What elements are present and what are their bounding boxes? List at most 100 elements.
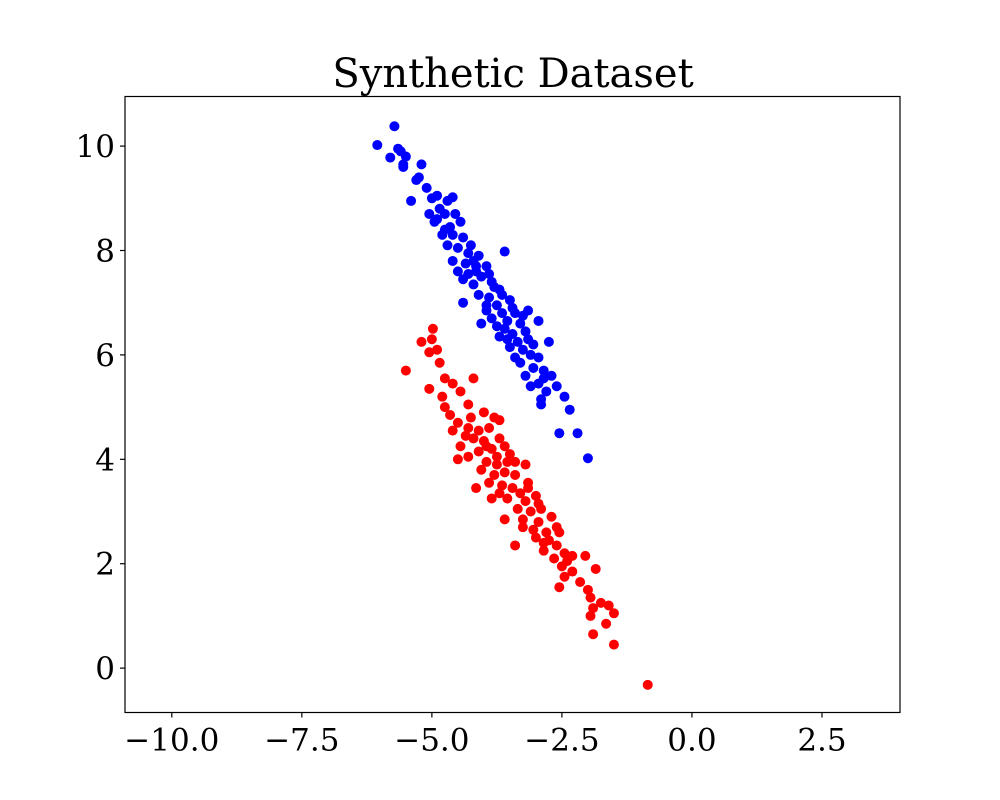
data-point (499, 514, 510, 525)
data-point (452, 417, 463, 428)
data-point (510, 540, 521, 551)
data-point (520, 370, 531, 381)
data-point (421, 182, 432, 193)
data-point (549, 553, 560, 564)
data-point (528, 339, 539, 350)
data-point (502, 456, 513, 467)
x-tick-label: −5.0 (394, 723, 469, 759)
data-point (582, 453, 593, 464)
data-point (517, 522, 528, 533)
data-point (494, 331, 505, 342)
data-point (608, 639, 619, 650)
data-point (458, 297, 469, 308)
data-point (426, 193, 437, 204)
data-point (468, 433, 479, 444)
data-point (471, 266, 482, 277)
data-point (497, 289, 508, 300)
data-point (515, 318, 526, 329)
chart-title: Synthetic Dataset (332, 51, 693, 97)
data-point (499, 467, 510, 478)
data-point (546, 511, 557, 522)
data-point (465, 240, 476, 251)
data-point (447, 425, 458, 436)
data-point (533, 516, 544, 527)
axis-ticks: −10.0 −7.5 −5.0 −2.5 0.0 2.5 0 2 4 6 8 10 (76, 129, 847, 758)
data-point (525, 381, 536, 392)
data-point (481, 441, 492, 452)
data-point (460, 430, 471, 441)
data-point (551, 522, 562, 533)
data-point (398, 161, 409, 172)
data-point (491, 321, 502, 332)
data-point (463, 422, 474, 433)
data-point (502, 315, 513, 326)
data-point (497, 480, 508, 491)
data-point (468, 373, 479, 384)
data-point (530, 532, 541, 543)
data-point (484, 422, 495, 433)
y-tick-label: 10 (76, 129, 115, 165)
data-point (507, 483, 518, 494)
data-point (533, 315, 544, 326)
data-point (458, 232, 469, 243)
data-point (491, 459, 502, 470)
data-point (528, 524, 539, 535)
data-point (499, 323, 510, 334)
data-point (494, 415, 505, 426)
data-point (642, 679, 653, 690)
data-point (427, 323, 438, 334)
data-point (554, 428, 565, 439)
plot-frame (124, 95, 901, 714)
data-point (559, 391, 570, 402)
data-point (520, 326, 531, 337)
data-point (460, 258, 471, 269)
data-point (452, 242, 463, 253)
data-point (463, 248, 474, 259)
y-tick-label: 2 (95, 547, 115, 583)
series-1 (372, 121, 593, 464)
data-point (439, 373, 450, 384)
data-point (538, 373, 549, 384)
data-point (504, 342, 515, 353)
data-point (595, 597, 606, 608)
data-point (588, 629, 599, 640)
data-point (559, 548, 570, 559)
data-point (512, 336, 523, 347)
data-point (432, 214, 443, 225)
data-point (468, 255, 479, 266)
data-point (541, 527, 552, 538)
data-point (484, 292, 495, 303)
data-point (541, 386, 552, 397)
data-point (608, 608, 619, 619)
x-tick-label: 2.5 (797, 723, 846, 759)
data-point (494, 488, 505, 499)
data-point (491, 300, 502, 311)
data-point (458, 274, 469, 285)
data-point (481, 456, 492, 467)
data-point (385, 152, 396, 163)
data-point (463, 451, 474, 462)
data-point (450, 208, 461, 219)
data-point (510, 469, 521, 480)
data-point (481, 261, 492, 272)
data-point (406, 195, 417, 206)
data-point (416, 159, 427, 170)
data-point (452, 454, 463, 465)
data-point (434, 357, 445, 368)
data-point (562, 556, 573, 567)
y-tick-label: 6 (95, 338, 115, 374)
data-point (580, 550, 591, 561)
data-point (476, 318, 487, 329)
data-point (572, 428, 583, 439)
data-point (424, 383, 435, 394)
data-point (538, 365, 549, 376)
data-point (520, 459, 531, 470)
data-point (447, 229, 458, 240)
data-point (517, 344, 528, 355)
data-point (575, 576, 586, 587)
data-point (590, 563, 601, 574)
data-point (525, 506, 536, 517)
data-point (502, 493, 513, 504)
data-point (491, 451, 502, 462)
x-tick-label: −10.0 (124, 723, 219, 759)
